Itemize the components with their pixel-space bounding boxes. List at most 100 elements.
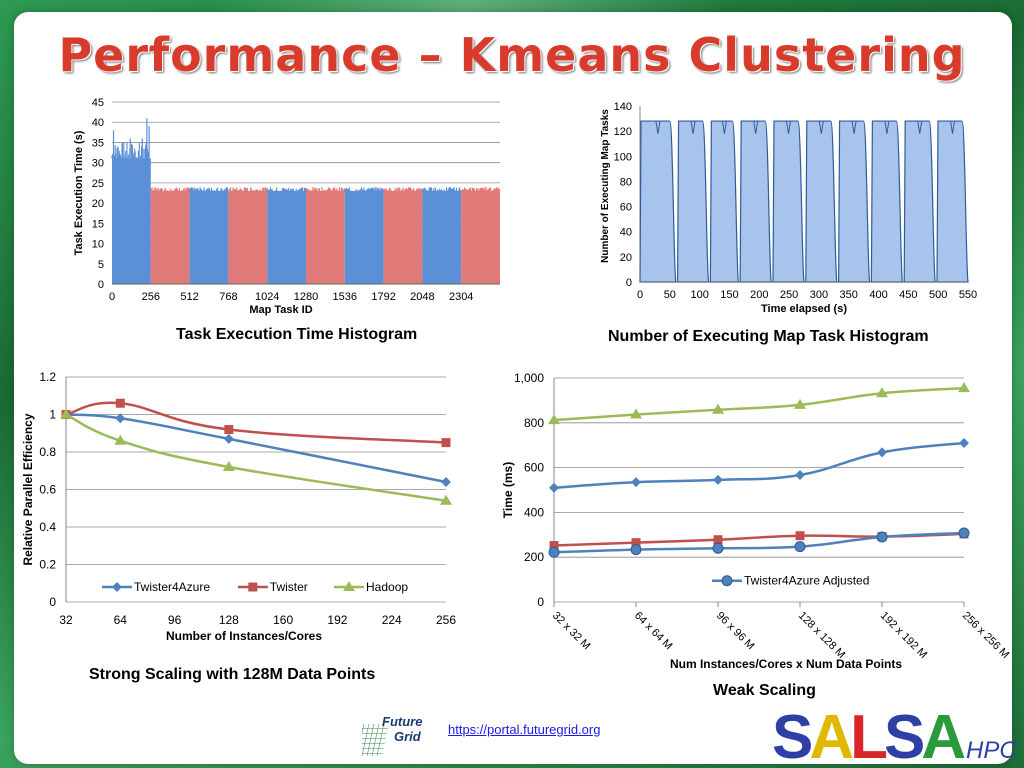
y-axis-title: Number of Executing Map Tasks	[600, 109, 611, 263]
x-tick-label: 256 x 256 M	[960, 610, 1011, 661]
data-point	[795, 531, 805, 541]
salsa-letter-a2: A	[921, 703, 965, 764]
y-tick-label: 40	[620, 227, 632, 239]
futuregrid-portal-link[interactable]: https://portal.futuregrid.org	[448, 722, 601, 737]
y-tick-label: 0	[49, 595, 56, 609]
x-tick-label: 400	[869, 289, 887, 301]
histogram-bar	[267, 190, 306, 284]
x-tick-label: 256	[436, 613, 456, 627]
x-tick-label: 450	[899, 289, 917, 301]
histogram-bar	[344, 190, 384, 284]
data-point	[630, 544, 642, 556]
series-line	[553, 441, 965, 490]
data-point	[876, 387, 888, 398]
x-tick-label: 128 x 128 M	[796, 610, 847, 661]
histogram-bar-spikes	[266, 187, 307, 194]
x-tick-label: 160	[273, 613, 293, 627]
histogram-bar-spikes	[189, 187, 229, 194]
futuregrid-logo-word-1: Future	[382, 714, 422, 729]
histogram-bar-spikes	[305, 187, 346, 194]
strong-scaling-caption: Strong Scaling with 128M Data Points	[89, 666, 376, 683]
y-tick-label: 40	[92, 117, 104, 129]
executing-task-area	[639, 120, 677, 283]
x-tick-label: 512	[180, 291, 198, 303]
executing-task-area	[837, 120, 871, 283]
x-axis-title: Map Task ID	[249, 304, 312, 316]
histogram-bar	[189, 190, 229, 284]
executing-task-dip	[753, 121, 759, 134]
executing-task-area	[805, 120, 838, 283]
executing-map-task-histogram: 0 20 40 60 80 100 120 140 0 50 100 150 200 250 300 350 4…	[600, 101, 977, 315]
executing-task-dip	[690, 121, 696, 134]
x-tick-label: 100	[690, 289, 708, 301]
y-tick-label: 0.6	[39, 483, 56, 497]
y-tick-label: 30	[92, 158, 104, 170]
futuregrid-logo: Future Grid	[362, 714, 422, 756]
x-tick-label: 0	[109, 291, 115, 303]
data-point	[794, 398, 806, 409]
salsa-letter-s2: S	[884, 703, 923, 764]
data-point	[223, 433, 234, 444]
data-point	[115, 398, 125, 408]
weak-scaling-caption: Weak Scaling	[713, 682, 816, 699]
x-tick-label: 192 x 192 M	[878, 610, 929, 661]
legend-label: Twister4Azure	[134, 580, 210, 594]
series-line	[553, 531, 965, 554]
histogram-bar-spikes	[227, 187, 268, 194]
data-point	[548, 414, 560, 425]
x-tick-label: 96	[168, 613, 182, 627]
y-axis-title: Relative Parallel Efficiency	[21, 413, 35, 565]
y-tick-label: 140	[614, 101, 632, 113]
data-point	[877, 447, 887, 458]
data-point	[794, 541, 806, 553]
executing-task-area	[709, 120, 740, 283]
x-tick-label: 32 x 32 M	[550, 610, 593, 653]
legend-marker	[343, 581, 355, 591]
histogram-bar	[112, 158, 151, 284]
x-tick-label: 224	[382, 613, 402, 627]
y-tick-label: 1.2	[39, 370, 56, 384]
series-line	[65, 401, 447, 444]
histogram-bar-spikes	[421, 187, 462, 194]
x-tick-label: 50	[664, 289, 676, 301]
svg-text:SALSA: SALSA	[772, 703, 965, 764]
x-tick-label: 550	[959, 289, 977, 301]
data-point	[224, 425, 234, 434]
x-tick-label: 128	[219, 613, 239, 627]
salsa-hpc-logo: SALSA HPC	[772, 703, 1017, 764]
y-tick-label: 200	[524, 550, 544, 564]
x-tick-label: 0	[637, 289, 643, 301]
data-point	[713, 474, 723, 485]
y-tick-label: 25	[92, 178, 104, 190]
y-tick-label: 35	[92, 137, 104, 149]
data-point	[441, 477, 451, 487]
y-tick-label: 120	[614, 126, 632, 138]
y-tick-label: 20	[620, 252, 632, 264]
histogram-bar	[383, 190, 423, 284]
data-point	[958, 382, 970, 393]
executing-task-dip	[950, 121, 955, 134]
x-tick-label: 300	[810, 289, 828, 301]
y-tick-label: 100	[614, 151, 632, 163]
data-point	[712, 403, 724, 414]
y-tick-label: 0	[98, 279, 104, 291]
salsa-letter-a1: A	[809, 703, 853, 764]
x-tick-label: 350	[840, 289, 858, 301]
y-tick-label: 0.4	[39, 520, 56, 534]
data-point	[548, 546, 560, 558]
y-tick-label: 20	[92, 198, 104, 210]
histogram-bar	[306, 190, 345, 284]
data-point	[440, 494, 452, 505]
y-tick-label: 15	[92, 218, 104, 230]
data-point	[712, 542, 724, 554]
x-tick-label: 1280	[294, 291, 318, 303]
y-tick-label: 80	[620, 176, 632, 188]
x-tick-label: 256	[142, 291, 160, 303]
executing-caption: Number of Executing Map Task Histogram	[608, 328, 929, 345]
x-tick-label: 64	[114, 613, 128, 627]
histogram-bar-spikes	[150, 187, 190, 194]
x-tick-label: 192	[327, 613, 347, 627]
x-axis-title: Time elapsed (s)	[761, 303, 847, 315]
y-tick-label: 400	[524, 505, 544, 519]
executing-task-area	[739, 120, 772, 283]
